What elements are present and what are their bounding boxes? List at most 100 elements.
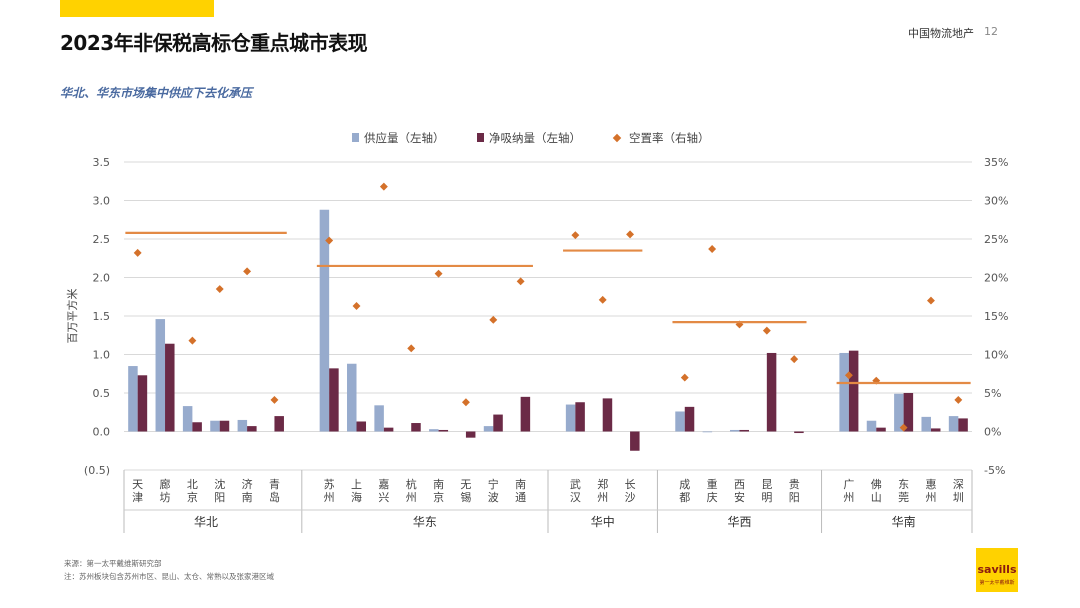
group-label-华北: 华北 [194, 515, 218, 529]
logo-subtext: 第一太平戴维斯 [979, 580, 1015, 586]
bar-absorption-东莞 [903, 393, 914, 432]
bar-supply-武汉 [565, 404, 576, 432]
group-label-华南: 华南 [892, 514, 916, 529]
bar-absorption-佛山 [876, 427, 886, 432]
bar-absorption-上海 [356, 421, 367, 432]
bar-supply-广州 [839, 352, 849, 432]
bar-supply-北京 [182, 406, 193, 432]
vacancy-point-北京 [188, 336, 197, 345]
page-title: 2023年非保税高标仓重点城市表现 [60, 31, 368, 55]
x-tick-label: 宁波 [488, 477, 499, 504]
x-tick-label: 成都 [679, 478, 690, 504]
group-label-华西: 华西 [727, 515, 751, 529]
bar-absorption-廊坊 [165, 343, 175, 432]
x-tick-label: 青岛 [269, 478, 280, 504]
x-tick-label: 武汉 [570, 478, 581, 504]
bar-absorption-天津 [137, 375, 148, 432]
source-note: 来源：第一太平戴维斯研究部 [64, 559, 162, 568]
y2-tick-label: 5% [984, 387, 1001, 400]
bar-absorption-嘉兴 [383, 427, 394, 432]
y2-tick-label: 30% [984, 195, 1008, 208]
bar-supply-苏州 [319, 209, 330, 432]
x-tick-label: 重庆 [707, 477, 718, 504]
bar-supply-东莞 [894, 393, 904, 432]
bar-supply-宁波 [483, 426, 494, 432]
bar-supply-沈阳 [210, 420, 220, 432]
legend-label-2: 净吸纳量（左轴） [489, 131, 581, 145]
logo-wordmark: savills [977, 563, 1017, 576]
group-label-华东: 华东 [413, 515, 437, 529]
bar-absorption-惠州 [930, 428, 941, 432]
vacancy-point-沈阳 [215, 285, 224, 294]
y-axis-label: 百万平方米 [65, 289, 79, 344]
y-tick-label: 1.0 [93, 349, 111, 362]
bar-absorption-西安 [739, 429, 749, 432]
y-tick-label: 2.5 [93, 233, 111, 246]
x-tick-label: 济南 [242, 477, 253, 504]
x-tick-label: 惠州 [925, 477, 936, 504]
bar-absorption-武汉 [575, 402, 585, 432]
bar-supply-廊坊 [155, 319, 166, 432]
bar-supply-成都 [675, 411, 685, 432]
legend-label-1: 供应量（左轴） [364, 131, 445, 145]
x-tick-label: 贵阳 [789, 478, 800, 504]
y-tick-label: 0.5 [93, 387, 111, 400]
brand-label: 中国物流地产 [908, 27, 974, 40]
x-tick-label: 无锡 [460, 478, 471, 504]
vacancy-point-南京 [434, 269, 443, 278]
vacancy-point-成都 [680, 373, 689, 382]
bar-absorption-郑州 [602, 398, 613, 432]
page-number: 12 [984, 25, 998, 38]
x-tick-label: 佛山 [871, 478, 882, 504]
y2-tick-label: 20% [984, 272, 1008, 285]
bar-absorption-南通 [520, 396, 531, 432]
vacancy-point-郑州 [598, 295, 607, 304]
bar-absorption-贵阳 [794, 431, 804, 434]
vacancy-point-无锡 [461, 398, 470, 407]
bar-absorption-宁波 [493, 414, 503, 432]
y-tick-label: 0.0 [93, 426, 111, 439]
bar-absorption-深圳 [958, 418, 968, 432]
bar-supply-佛山 [866, 420, 877, 432]
y-tick-label: 3.5 [93, 156, 111, 169]
legend-swatch-3 [612, 133, 622, 143]
x-tick-label: 昆明 [761, 478, 772, 504]
bar-absorption-昆明 [766, 352, 777, 432]
x-tick-label: 北京 [187, 478, 198, 504]
legend-label-3: 空置率（右轴） [629, 131, 710, 145]
savills-logo: savills 第一太平戴维斯 [976, 548, 1018, 592]
vacancy-point-南通 [516, 277, 525, 286]
y2-tick-label: 15% [984, 310, 1008, 323]
x-tick-label: 西安 [734, 478, 745, 504]
x-tick-label: 广州 [843, 478, 854, 504]
bar-supply-西安 [729, 429, 740, 432]
bar-absorption-成都 [684, 406, 695, 432]
vacancy-point-杭州 [407, 344, 416, 353]
footnote: 注：苏州板块包含苏州市区、昆山、太仓、常熟以及张家港区域 [64, 572, 274, 581]
bar-absorption-济南 [247, 426, 257, 432]
legend-swatch-2 [477, 133, 484, 142]
x-tick-label: 天津 [132, 478, 143, 504]
vacancy-point-长沙 [626, 230, 635, 239]
vacancy-point-天津 [133, 248, 142, 257]
bar-supply-重庆 [702, 431, 713, 433]
group-label-华中: 华中 [591, 514, 615, 529]
x-tick-label: 苏州 [324, 478, 335, 504]
x-tick-label: 南京 [433, 478, 444, 504]
bar-supply-惠州 [921, 416, 931, 432]
y2-tick-label: 0% [984, 426, 1001, 439]
vacancy-point-武汉 [571, 231, 580, 240]
y-tick-label: 2.0 [93, 272, 111, 285]
y-tick-label: 3.0 [93, 195, 111, 208]
vacancy-point-上海 [352, 302, 361, 310]
bar-absorption-杭州 [411, 423, 421, 432]
vacancy-point-济南 [243, 267, 252, 276]
bar-absorption-广州 [848, 350, 859, 432]
x-tick-label: 杭州 [406, 477, 417, 504]
y-tick-label: (0.5) [84, 464, 110, 477]
y2-tick-label: -5% [984, 464, 1005, 477]
vacancy-point-广州 [844, 371, 853, 380]
bar-supply-嘉兴 [374, 405, 384, 432]
bar-absorption-无锡 [465, 431, 476, 438]
